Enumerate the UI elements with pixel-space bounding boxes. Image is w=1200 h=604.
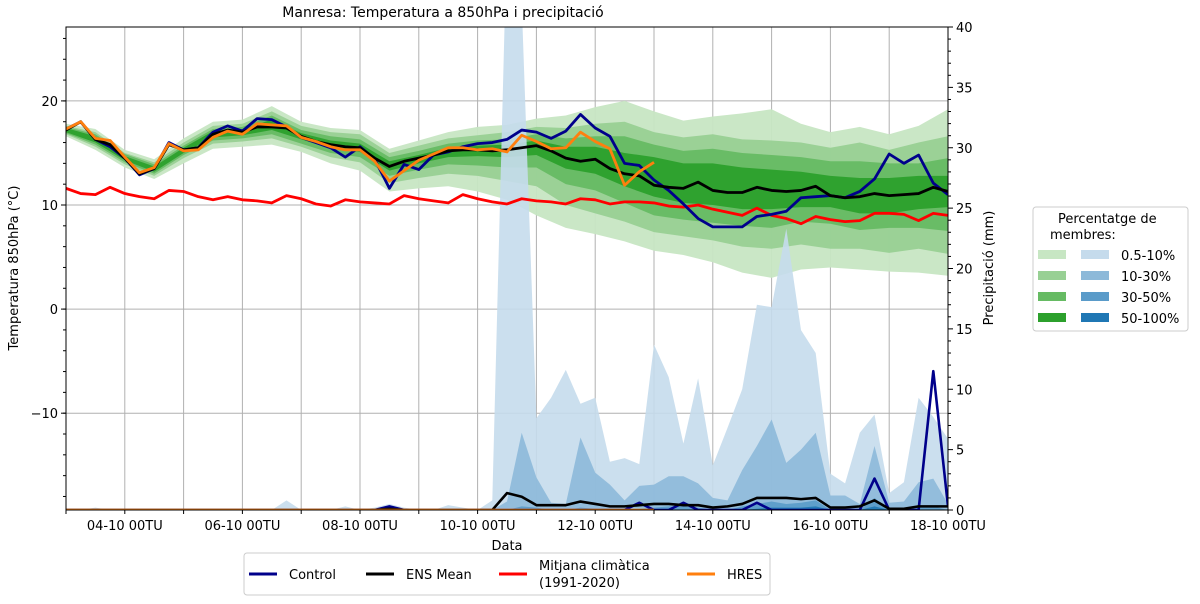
y-axis-right-label: Precipitació (mm) <box>982 211 997 326</box>
x-tick-label: 16-10 00TU <box>792 519 868 534</box>
x-tick-label: 10-10 00TU <box>440 519 516 534</box>
band-legend-label: 50-100% <box>1121 312 1179 327</box>
precipitation-band-50-100% <box>66 506 948 510</box>
y-right-tick-label: 20 <box>956 263 973 278</box>
precipitation-bands <box>66 27 948 510</box>
temperature-line-mitjana-climàtica <box>66 185 948 226</box>
precipitation-band-0.5-10% <box>66 27 948 510</box>
chart-title: Manresa: Temperatura a 850hPa i precipit… <box>282 5 603 21</box>
y-right-tick-label: 0 <box>956 504 964 519</box>
y-tick-label: 10 <box>41 199 58 214</box>
series-legend-label: Mitjana climàtica <box>539 559 650 574</box>
x-tick-label: 14-10 00TU <box>675 519 751 534</box>
x-tick-label: 04-10 00TU <box>87 519 163 534</box>
y-tick-label: 20 <box>41 95 58 110</box>
legend-swatch-precipitation <box>1081 250 1109 259</box>
series-legend: Control ENS Mean Mitjana climàtica (1991-20… <box>243 552 771 596</box>
series-lines <box>66 113 948 510</box>
series-legend-label: (1991-2020) <box>539 576 620 591</box>
legend-swatch-temperature <box>1038 313 1066 322</box>
y-right-tick-label: 30 <box>956 142 973 157</box>
precipitation-band-30-50% <box>66 497 948 510</box>
band-legend-label: 30-50% <box>1121 291 1171 306</box>
y-right-tick-label: 5 <box>956 444 964 459</box>
y-tick-label: 0 <box>50 303 58 318</box>
temperature-line-control <box>66 113 948 229</box>
legend-swatch-precipitation <box>1081 292 1109 301</box>
axes: 04-10 00TU 06-10 00TU 08-10 00TU 10-10 00TU… <box>31 21 986 534</box>
legend-swatch-temperature <box>1038 271 1066 280</box>
y-right-tick-label: 15 <box>956 323 973 338</box>
y-tick-label: −10 <box>31 407 58 422</box>
precipitation-band-10-30% <box>66 419 948 510</box>
band-legend-title: Percentatge de <box>1058 212 1157 227</box>
temperature-band-50-100% <box>66 119 948 214</box>
band-legend-label: 10-30% <box>1121 270 1171 285</box>
legend-swatch-temperature <box>1038 250 1066 259</box>
y-axis-label: Temperatura 850hPa (°C) <box>7 186 22 352</box>
series-legend-label: Control <box>289 568 336 583</box>
legend-swatch-precipitation <box>1081 271 1109 280</box>
y-right-tick-label: 10 <box>956 383 973 398</box>
temperature-line-hres <box>66 120 655 187</box>
legend-swatch-precipitation <box>1081 313 1109 322</box>
x-axis-label: Data <box>491 539 522 554</box>
y-right-tick-label: 25 <box>956 202 973 217</box>
x-tick-label: 08-10 00TU <box>322 519 398 534</box>
precipitation-line-ens-mean <box>66 491 948 510</box>
band-legend-box <box>1032 206 1189 332</box>
series-legend-label: HRES <box>727 568 762 583</box>
series-legend-label: ENS Mean <box>406 568 472 583</box>
band-legend-label: 0.5-10% <box>1121 249 1175 264</box>
x-tick-label: 06-10 00TU <box>204 519 280 534</box>
x-tick-label: 18-10 00TU <box>910 519 986 534</box>
legend-swatch-temperature <box>1038 292 1066 301</box>
x-tick-label: 12-10 00TU <box>557 519 633 534</box>
y-right-tick-label: 40 <box>956 21 973 36</box>
band-legend-title: membres: <box>1050 228 1116 243</box>
y-right-tick-label: 35 <box>956 81 973 96</box>
